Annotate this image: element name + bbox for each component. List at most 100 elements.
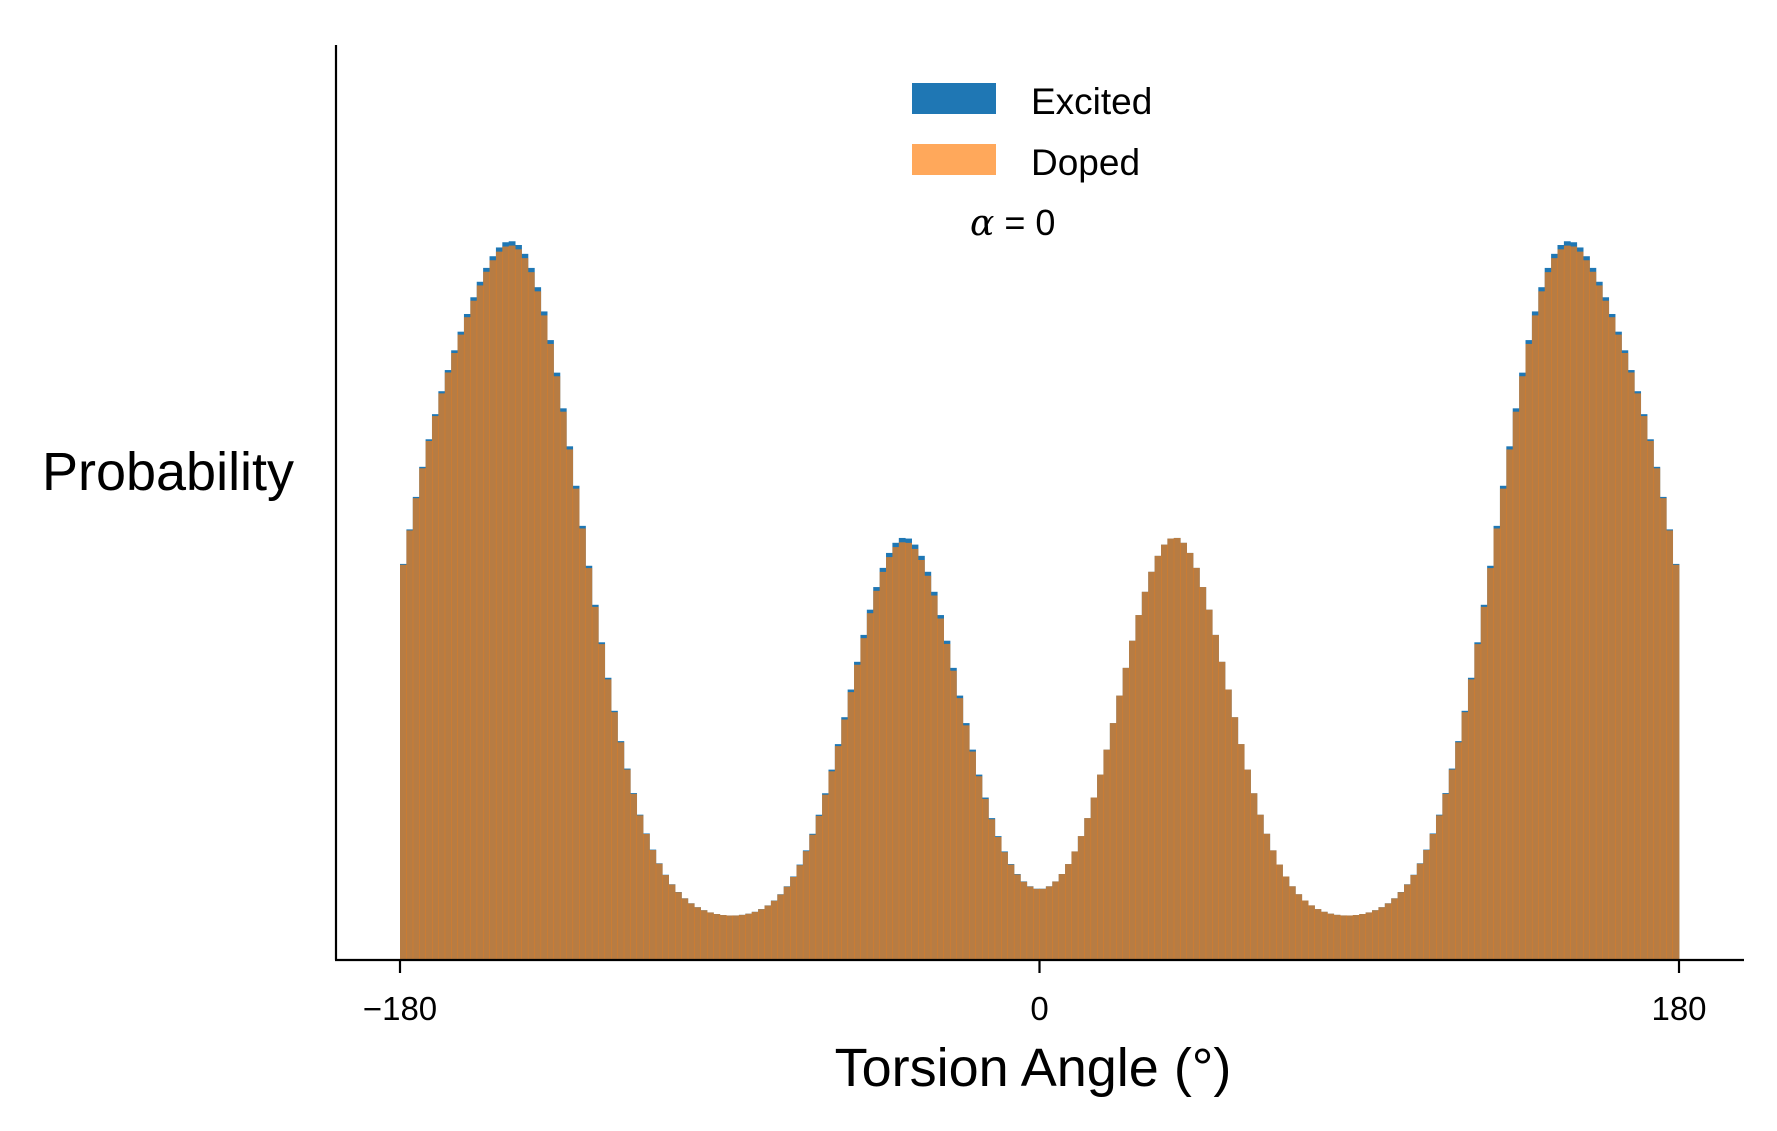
histogram-bar <box>579 528 586 959</box>
histogram-bar <box>1487 568 1494 959</box>
histogram-bar <box>611 712 618 959</box>
histogram-bar <box>1141 591 1149 959</box>
histogram-bar <box>674 892 682 959</box>
histogram-bar <box>841 719 849 959</box>
histogram-bar <box>534 291 542 960</box>
histogram-bar <box>1461 712 1469 959</box>
histogram-bar <box>1429 834 1437 959</box>
histogram-bar <box>502 246 510 959</box>
legend-swatch-doped <box>912 144 996 175</box>
histogram-bar <box>1442 793 1450 959</box>
histogram-bar <box>662 875 669 959</box>
histogram-bar <box>1103 749 1111 959</box>
alpha-symbol: α <box>970 203 994 244</box>
histogram-bar <box>1570 246 1578 959</box>
histogram-bar <box>1627 372 1635 960</box>
histogram-bar <box>1026 886 1034 959</box>
histogram-bar <box>1474 644 1482 959</box>
histogram-bar <box>1007 864 1015 959</box>
y-axis-title: Probability <box>42 442 294 502</box>
histogram-bar <box>1320 911 1328 959</box>
histogram-bar <box>918 559 925 959</box>
histogram-bar <box>585 568 593 959</box>
histogram-bar <box>521 258 529 959</box>
histogram-bar <box>924 575 932 959</box>
histogram-bar <box>1672 564 1680 959</box>
histogram-bar <box>451 352 458 959</box>
histogram-bar <box>1608 317 1616 959</box>
histogram-bars <box>400 241 1680 960</box>
histogram-bar <box>796 865 804 959</box>
histogram-bar <box>802 851 810 959</box>
histogram-bar <box>847 692 855 959</box>
histogram-bar <box>636 815 644 959</box>
histogram-bar <box>1647 440 1654 959</box>
histogram-bar <box>1135 615 1143 959</box>
histogram-bar <box>1359 914 1367 959</box>
legend-swatch-excited <box>912 83 996 114</box>
histogram-bar <box>1288 886 1296 959</box>
histogram-bar <box>1512 411 1520 959</box>
histogram-bar <box>527 272 535 959</box>
histogram-bar <box>1384 903 1392 959</box>
histogram-bar <box>1186 552 1194 959</box>
histogram-bar <box>559 411 567 959</box>
histogram-bar <box>777 894 785 959</box>
histogram-bar <box>738 914 746 959</box>
histogram-bar <box>400 564 407 959</box>
x-tick-label: 180 <box>1651 990 1706 1027</box>
histogram-bar <box>1231 717 1239 959</box>
histogram-bar <box>1455 742 1462 959</box>
histogram-bar <box>1301 900 1309 959</box>
histogram-bar <box>412 498 420 959</box>
histogram-bar <box>1295 894 1303 959</box>
histogram-bar <box>1308 905 1315 959</box>
histogram-bar <box>1666 530 1674 959</box>
histogram-bar <box>604 679 612 959</box>
histogram-bar <box>483 271 490 959</box>
histogram-bar <box>566 449 574 959</box>
histogram-bar <box>713 914 721 959</box>
histogram-bar <box>1595 285 1603 959</box>
histogram-bar <box>1640 416 1648 959</box>
histogram-bar <box>828 771 836 959</box>
histogram-bar <box>572 488 580 959</box>
histogram-bar <box>1039 888 1047 959</box>
histogram-bar <box>943 643 951 959</box>
histogram-bar <box>1020 881 1028 959</box>
histogram-bar <box>1122 667 1130 959</box>
histogram-bar <box>1480 606 1488 959</box>
alpha-annotation: α = 0 <box>970 202 1055 244</box>
histogram-bar <box>444 372 452 960</box>
histogram-bar <box>1544 272 1552 959</box>
legend-label-doped: Doped <box>1031 142 1140 183</box>
x-tick-label: −180 <box>363 990 437 1027</box>
histogram-bar <box>1129 640 1136 959</box>
histogram-bar <box>1416 863 1424 959</box>
histogram-bar <box>949 670 957 959</box>
histogram-bar <box>1097 774 1104 959</box>
histogram-bar <box>591 606 599 959</box>
histogram-bar <box>1314 909 1322 959</box>
histogram-bar <box>1084 818 1092 959</box>
legend-label-excited: Excited <box>1031 81 1152 122</box>
histogram-bar <box>956 698 964 959</box>
histogram-bar <box>1250 793 1258 959</box>
histogram-bar <box>1218 661 1226 959</box>
histogram-bar <box>1276 864 1283 959</box>
histogram-bar <box>930 595 938 959</box>
histogram-bar <box>1001 852 1008 959</box>
histogram-bar <box>879 571 887 959</box>
histogram-bar <box>1282 876 1290 959</box>
histogram-bar <box>892 547 900 959</box>
histogram-bar <box>905 542 912 959</box>
x-axis-title: Torsion Angle (°) <box>835 1038 1232 1098</box>
x-tick-label: 0 <box>1030 990 1048 1027</box>
histogram-bar <box>898 542 906 959</box>
histogram-bar <box>655 863 663 959</box>
histogram-bar <box>1576 251 1584 959</box>
histogram-bar <box>1435 815 1443 959</box>
histogram-bar <box>937 618 944 959</box>
histogram-bar <box>1333 914 1341 959</box>
